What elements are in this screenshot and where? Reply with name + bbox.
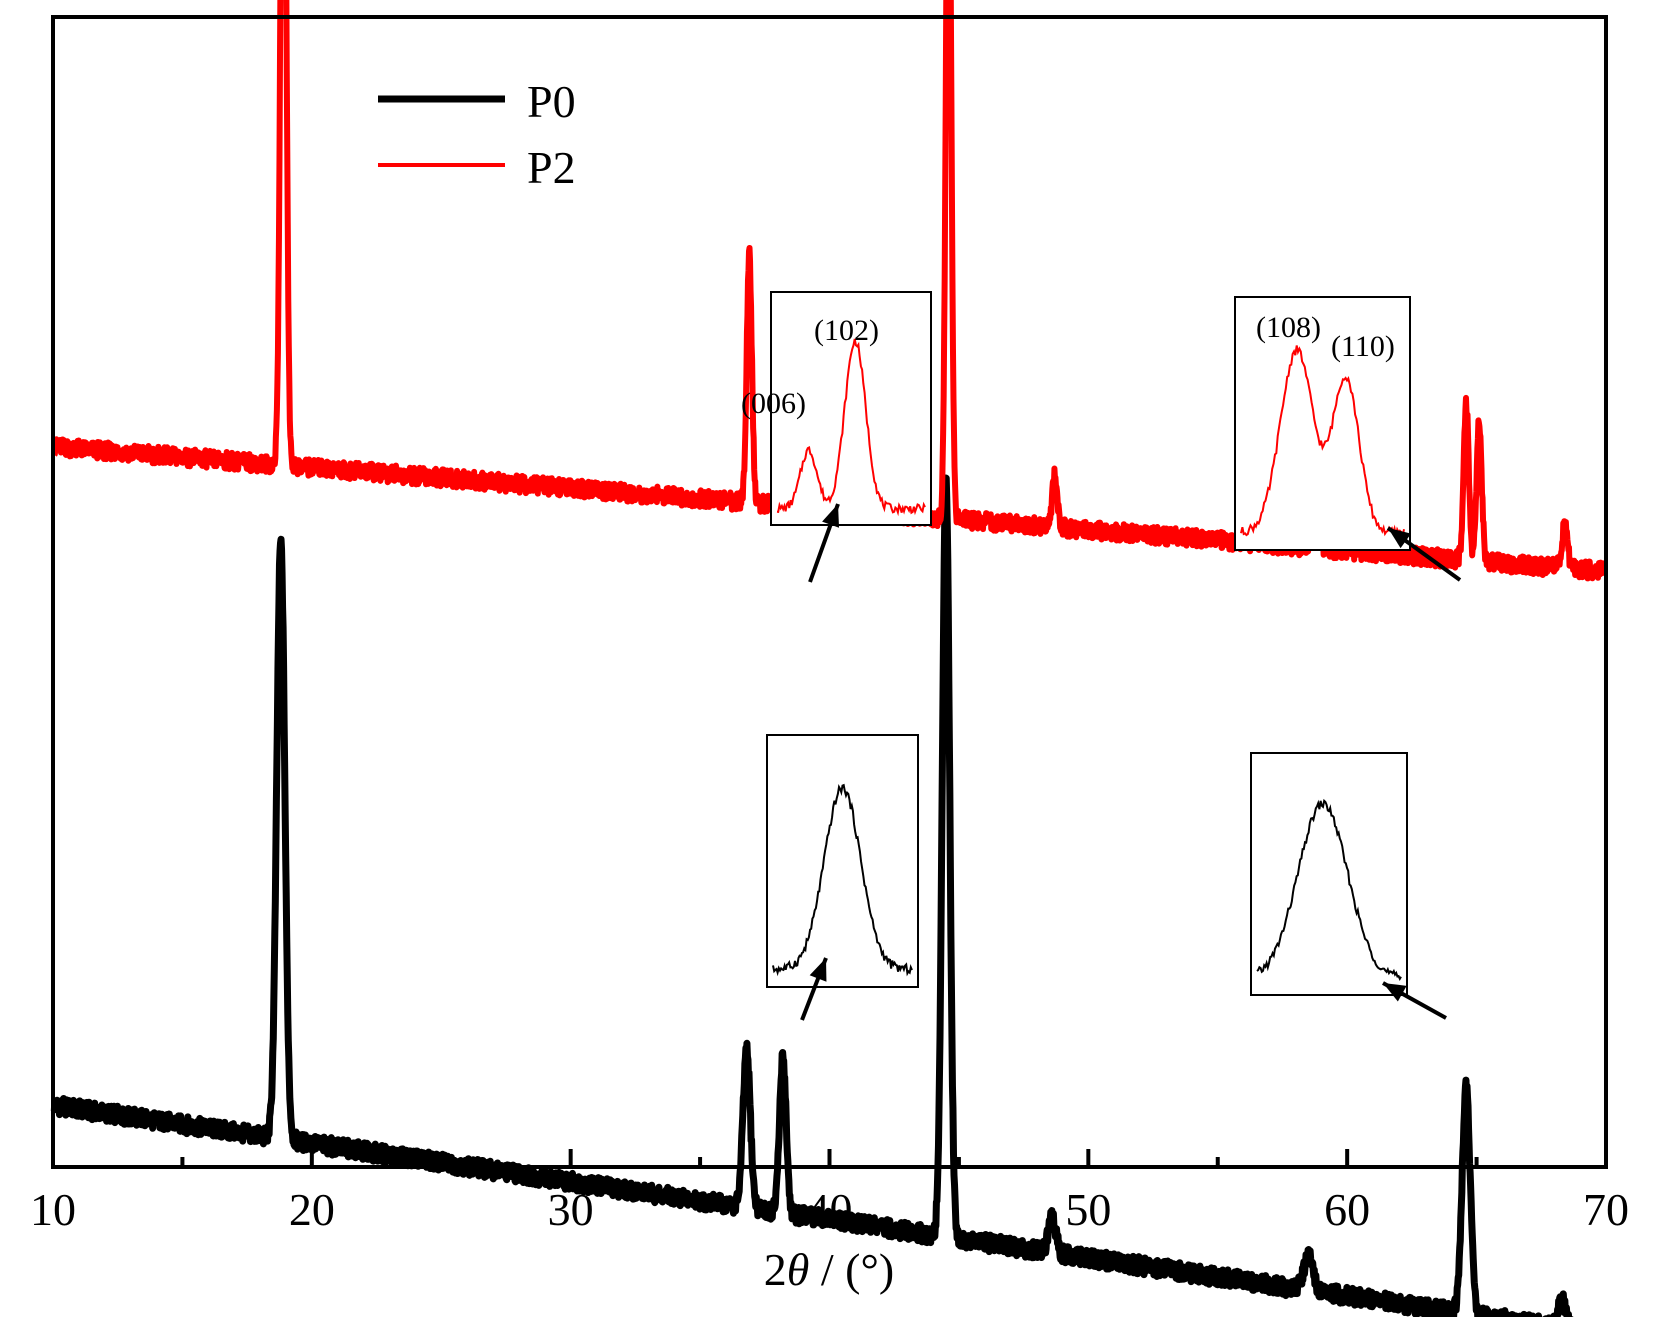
peak-label: (108): [1256, 311, 1321, 344]
x-tick-label: 10: [30, 1184, 76, 1235]
inset-arrowhead: [822, 504, 840, 528]
x-tick-label: 40: [807, 1184, 853, 1235]
inset-arrowhead: [1383, 983, 1407, 1002]
P2-first-inset: (006) (102): [741, 291, 932, 583]
inset-frame: [1250, 752, 1408, 996]
inset-curve: [776, 338, 926, 517]
x-tick-label: 50: [1065, 1184, 1111, 1235]
x-axis-title-suffix: / (°): [809, 1244, 894, 1295]
inset-layer: (006) (102) (108) (110): [741, 291, 1462, 1021]
inset-arrowhead: [809, 958, 827, 982]
inset-curve: [772, 783, 913, 977]
legend-label-p0: P0: [527, 76, 576, 127]
series-layer: [50, 0, 1608, 1317]
legend-label-p2: P2: [527, 142, 576, 193]
x-axis-title-prefix: 2: [764, 1244, 787, 1295]
x-axis: 10 20 30 40 50 60 70: [30, 1149, 1629, 1235]
x-tick-label: 70: [1583, 1184, 1629, 1235]
inset-arrowhead: [1388, 528, 1412, 549]
peak-label: (110): [1331, 330, 1395, 363]
inset-curve: [1256, 798, 1402, 982]
peak-label: (102): [814, 314, 879, 347]
inset-frame: [766, 734, 919, 988]
inset-curve: [1240, 345, 1405, 537]
x-tick-label: 60: [1324, 1184, 1370, 1235]
x-axis-title-symbol: θ: [787, 1244, 810, 1295]
legend: P0 P2: [378, 76, 576, 193]
P0-second-inset: [1250, 752, 1447, 1020]
x-axis-title: 2θ / (°): [764, 1244, 894, 1295]
x-tick-label: 30: [548, 1184, 594, 1235]
P2-second-inset: (108) (110): [1234, 296, 1462, 582]
x-tick-label: 20: [289, 1184, 335, 1235]
P0-first-inset: [766, 734, 919, 1021]
peak-label: (006): [741, 387, 806, 420]
